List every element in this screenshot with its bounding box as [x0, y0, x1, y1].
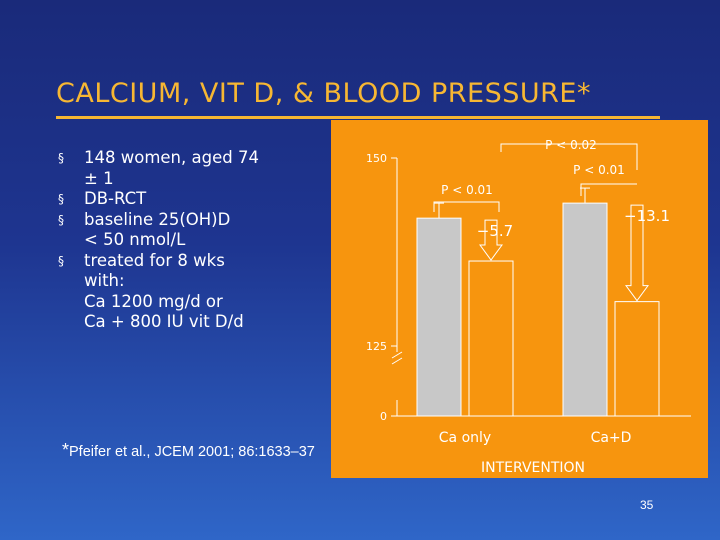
bullet-list: § 148 women, aged 74 ± 1 § DB-RCT § base…: [58, 148, 328, 333]
bar: [468, 260, 514, 417]
bar: [562, 202, 608, 417]
footnote-star: *: [62, 440, 70, 460]
significance-bracket: [580, 183, 637, 196]
slide-title: CALCIUM, VIT D, & BLOOD PRESSURE*: [56, 78, 591, 109]
change-arrow: [625, 204, 649, 302]
bullet-line: 148 women, aged 74: [84, 148, 259, 167]
significance-bracket: [433, 201, 500, 212]
change-label: −5.7: [477, 222, 513, 240]
footnote-text: Pfeifer et al., JCEM 2001; 86:1633–37: [69, 444, 315, 460]
p-value-label: P < 0.01: [573, 163, 625, 177]
bullet-line: ± 1: [84, 168, 114, 188]
category-label: Ca only: [439, 430, 491, 446]
bar-chart: 150 125 0 Ca only −5.7 Ca+D −13.1 P < 0.02 P < 0…: [366, 138, 691, 476]
bar: [416, 217, 462, 417]
bullet-item: § treated for 8 wks with: Ca 1200 mg/d o…: [58, 251, 328, 333]
y-tick-label: 150: [366, 152, 387, 165]
change-label: −13.1: [624, 207, 670, 225]
change-arrow: [479, 219, 503, 261]
bullet-line: DB-RCT: [84, 189, 147, 208]
x-axis-title: INTERVENTION: [481, 460, 585, 476]
citation-footnote: *Pfeifer et al., JCEM 2001; 86:1633–37: [62, 440, 332, 462]
bullet-line: < 50 nmol/L: [84, 230, 186, 249]
bullet-item: § DB-RCT: [58, 189, 328, 210]
y-tick-label: 125: [366, 340, 387, 353]
bullet-marker: §: [58, 212, 64, 227]
bullet-line: with:: [84, 271, 125, 290]
category-label: Ca+D: [591, 430, 632, 446]
bar: [614, 301, 660, 417]
title-underline: [56, 116, 660, 119]
bullet-item: § 148 women, aged 74 ± 1: [58, 148, 328, 189]
axis-break-mark: [391, 351, 403, 365]
significance-bracket: [500, 143, 638, 170]
page-number: 35: [640, 498, 654, 512]
bullet-marker: §: [58, 192, 64, 206]
bullet-marker: §: [58, 151, 64, 165]
y-tick-label: 0: [380, 410, 387, 423]
bullet-marker: §: [58, 253, 64, 268]
p-value-label: P < 0.01: [441, 183, 493, 197]
chart-panel: 150 125 0 Ca only −5.7 Ca+D −13.1 P < 0.02 P < 0…: [331, 120, 708, 478]
bullet-line: Ca + 800 IU vit D/d: [84, 312, 244, 331]
p-value-label: P < 0.02: [545, 138, 597, 152]
bullet-item: § baseline 25(OH)D < 50 nmol/L: [58, 210, 328, 251]
bullet-line: Ca 1200 mg/d or: [84, 291, 223, 311]
bullet-line: baseline 25(OH)D: [84, 209, 231, 229]
bullet-line: treated for 8 wks: [84, 250, 225, 270]
